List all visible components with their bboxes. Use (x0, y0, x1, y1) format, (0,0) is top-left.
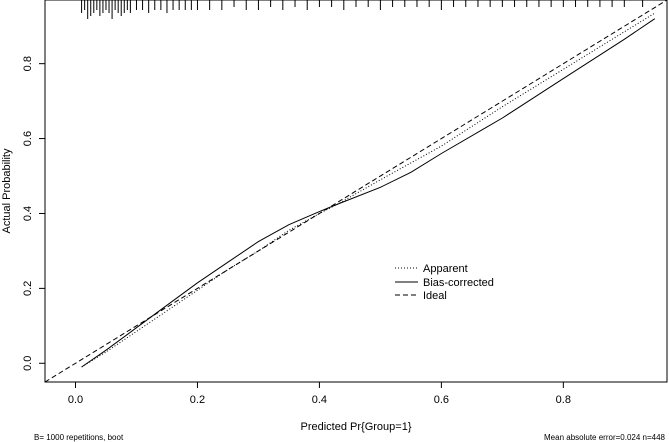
x-tick-label-4: 0.8 (556, 394, 571, 406)
y-tick-label-4: 0.8 (22, 56, 34, 71)
x-axis: 0.0 0.2 0.4 0.6 0.8 (68, 382, 571, 406)
legend-label-apparent: Apparent (423, 263, 468, 275)
footnote-right: Mean absolute error=0.024 n=448 (544, 433, 666, 442)
series-line-ideal (44, 0, 668, 383)
legend: Apparent Bias-corrected Ideal (395, 263, 494, 302)
x-axis-title: Predicted Pr{Group=1} (301, 421, 412, 433)
x-tick-label-0: 0.0 (68, 394, 83, 406)
footnote-left: B= 1000 repetitions, boot (34, 433, 124, 442)
x-tick-label-2: 0.4 (312, 394, 327, 406)
x-tick-label-1: 0.2 (190, 394, 205, 406)
y-axis: 0.0 0.2 0.4 0.6 0.8 (22, 56, 45, 371)
x-tick-label-3: 0.6 (434, 394, 449, 406)
legend-label-ideal: Ideal (423, 290, 447, 302)
y-tick-label-2: 0.4 (22, 206, 34, 221)
legend-label-bias-corrected: Bias-corrected (423, 277, 494, 289)
y-axis-title: Actual Probability (1, 148, 13, 233)
plot-frame (44, 0, 668, 383)
series-line-bias-corrected (81, 18, 656, 368)
series-lines (44, 0, 668, 383)
y-tick-label-0: 0.0 (22, 356, 34, 371)
y-tick-label-1: 0.2 (22, 281, 34, 296)
rug-marks (81, 0, 644, 19)
y-tick-label-3: 0.6 (22, 131, 34, 146)
series-line-apparent (81, 12, 656, 368)
